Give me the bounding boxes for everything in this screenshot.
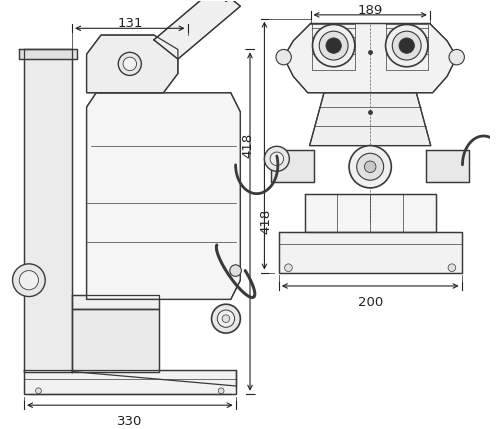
Polygon shape (305, 193, 436, 232)
Circle shape (36, 388, 42, 394)
Circle shape (12, 264, 45, 296)
Circle shape (264, 146, 289, 171)
Circle shape (222, 315, 230, 323)
Polygon shape (284, 24, 457, 93)
Text: 131: 131 (117, 17, 142, 30)
Text: 418: 418 (242, 133, 255, 158)
Circle shape (326, 38, 342, 53)
Circle shape (364, 161, 376, 172)
Polygon shape (72, 309, 158, 372)
Circle shape (492, 155, 500, 180)
Polygon shape (206, 0, 262, 1)
Polygon shape (24, 370, 236, 394)
Polygon shape (271, 151, 314, 182)
Circle shape (312, 24, 355, 67)
Text: 418: 418 (260, 209, 272, 234)
Circle shape (123, 57, 136, 71)
Polygon shape (310, 93, 430, 145)
Circle shape (212, 304, 240, 333)
Circle shape (399, 38, 414, 53)
Circle shape (356, 153, 384, 180)
Polygon shape (154, 0, 240, 59)
Circle shape (20, 271, 38, 290)
Circle shape (276, 49, 291, 65)
Polygon shape (72, 295, 158, 309)
Circle shape (498, 161, 500, 175)
Circle shape (218, 310, 234, 327)
Text: 330: 330 (117, 415, 142, 428)
Circle shape (448, 264, 456, 272)
Polygon shape (279, 232, 462, 272)
Circle shape (349, 145, 392, 188)
Polygon shape (86, 35, 178, 93)
Circle shape (230, 265, 241, 276)
Circle shape (319, 31, 348, 60)
Text: 200: 200 (358, 296, 383, 308)
Polygon shape (86, 93, 240, 299)
Polygon shape (24, 49, 72, 372)
Circle shape (386, 24, 428, 67)
Polygon shape (426, 151, 469, 182)
Circle shape (218, 388, 224, 394)
Text: 189: 189 (358, 4, 383, 17)
Circle shape (118, 52, 142, 76)
Circle shape (449, 49, 464, 65)
Circle shape (392, 31, 421, 60)
Circle shape (284, 264, 292, 272)
Polygon shape (20, 49, 77, 59)
Circle shape (270, 152, 283, 166)
